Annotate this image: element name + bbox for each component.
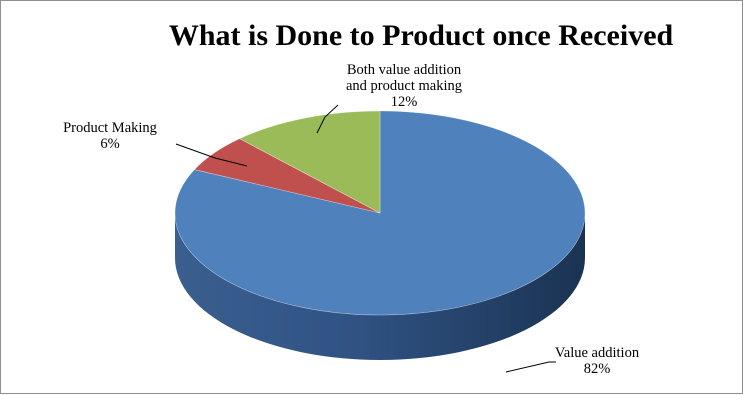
data-label-name: Value addition: [555, 345, 640, 361]
data-label-value: 12%: [391, 94, 418, 110]
data-label-value: 82%: [584, 361, 611, 377]
data-label-both-value-addition-and-product-making: Both value addition and product making 12%: [346, 62, 462, 110]
leader-lines: [175, 104, 556, 373]
data-label-name: Both value addition: [347, 62, 462, 78]
data-label-value: 6%: [100, 136, 119, 152]
leader-line-both-value-addition-and-product-making: [316, 104, 339, 134]
chart-title: What is Done to Product once Received: [169, 19, 674, 52]
pie-side-value-addition: [175, 213, 585, 360]
data-label-name: and product making: [346, 78, 462, 94]
leader-line-value-addition: [505, 361, 556, 373]
data-label-product-making: Product Making 6%: [63, 120, 157, 152]
data-label-name: Product Making: [63, 120, 157, 136]
data-labels: Value addition 82% Product Making 6% Both va…: [63, 62, 640, 377]
pie-slice-both-value-addition-and-product-making: [238, 110, 381, 214]
pie-tops: [174, 110, 586, 316]
data-label-value-addition: Value addition 82%: [555, 345, 640, 377]
leader-line-product-making: [175, 143, 248, 167]
pie-sides: [175, 213, 585, 360]
